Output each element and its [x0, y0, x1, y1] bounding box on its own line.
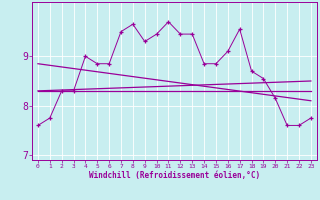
X-axis label: Windchill (Refroidissement éolien,°C): Windchill (Refroidissement éolien,°C)	[89, 171, 260, 180]
